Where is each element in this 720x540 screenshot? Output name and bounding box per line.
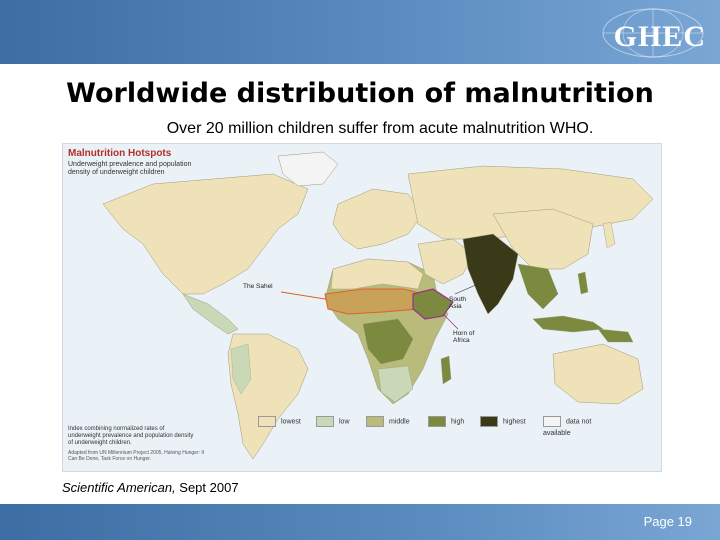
page-number: Page 19 bbox=[643, 514, 692, 529]
new-guinea bbox=[597, 328, 634, 343]
slide-subtitle: Over 20 million children suffer from acu… bbox=[166, 120, 594, 137]
legend-item: high bbox=[428, 416, 464, 428]
map-source-note: Adapted from UN Millennium Project 2005,… bbox=[68, 450, 205, 462]
south-asia bbox=[462, 233, 519, 315]
annotation-sahel: The Sahel bbox=[243, 283, 273, 290]
sahel-leader-line bbox=[280, 291, 326, 300]
australia bbox=[552, 343, 644, 405]
citation: Scientific American, Sept 2007 bbox=[62, 480, 239, 495]
legend-swatch-high bbox=[428, 416, 446, 427]
world-map-graphic bbox=[102, 151, 654, 460]
central-america bbox=[182, 293, 239, 335]
logo-text: GHEC bbox=[613, 20, 706, 53]
legend-swatch-low bbox=[316, 416, 334, 427]
slide-title: Worldwide distribution of malnutrition bbox=[66, 78, 654, 109]
horn-of-africa bbox=[412, 288, 454, 320]
andes-region bbox=[230, 343, 252, 395]
europe bbox=[332, 188, 424, 250]
legend-swatch-lowest bbox=[258, 416, 276, 427]
bottom-banner: Page 19 bbox=[0, 504, 720, 540]
citation-date: Sept 2007 bbox=[175, 480, 239, 495]
citation-source: Scientific American, bbox=[62, 480, 176, 495]
east-asia bbox=[492, 208, 594, 270]
north-america bbox=[102, 173, 309, 295]
legend-swatch-highest bbox=[480, 416, 498, 427]
indonesia bbox=[532, 315, 604, 333]
legend-item: low bbox=[316, 416, 350, 428]
japan bbox=[602, 221, 616, 249]
middle-east bbox=[417, 238, 474, 285]
map-legend: lowest low middle high highest data not … bbox=[258, 416, 618, 437]
southern-africa bbox=[377, 365, 414, 403]
horn-leader-line bbox=[442, 313, 459, 330]
malnutrition-map: Malnutrition Hotspots Underweight preval… bbox=[62, 143, 662, 472]
legend-item: data not available bbox=[543, 416, 618, 437]
map-title: Malnutrition Hotspots bbox=[68, 148, 172, 159]
legend-swatch-middle bbox=[366, 416, 384, 427]
southeast-asia bbox=[517, 263, 559, 310]
legend-swatch-na bbox=[543, 416, 561, 427]
globe-logo-icon bbox=[602, 8, 704, 58]
annotation-south-asia: South Asia bbox=[449, 296, 466, 310]
legend-item: lowest bbox=[258, 416, 301, 428]
madagascar bbox=[440, 355, 452, 385]
annotation-horn-of-africa: Horn of Africa bbox=[453, 330, 475, 344]
south-asia-leader-line bbox=[454, 283, 479, 295]
central-africa bbox=[362, 318, 414, 365]
map-index-note: Index combining normalized rates of unde… bbox=[68, 426, 194, 446]
legend-item: highest bbox=[480, 416, 526, 428]
north-africa bbox=[330, 258, 424, 290]
map-subtitle: Underweight prevalence and population de… bbox=[68, 161, 192, 176]
legend-item: middle bbox=[366, 416, 410, 428]
philippines bbox=[577, 271, 589, 295]
sahel-band bbox=[324, 288, 424, 315]
greenland bbox=[277, 151, 339, 187]
top-banner: GHEC bbox=[0, 0, 720, 64]
